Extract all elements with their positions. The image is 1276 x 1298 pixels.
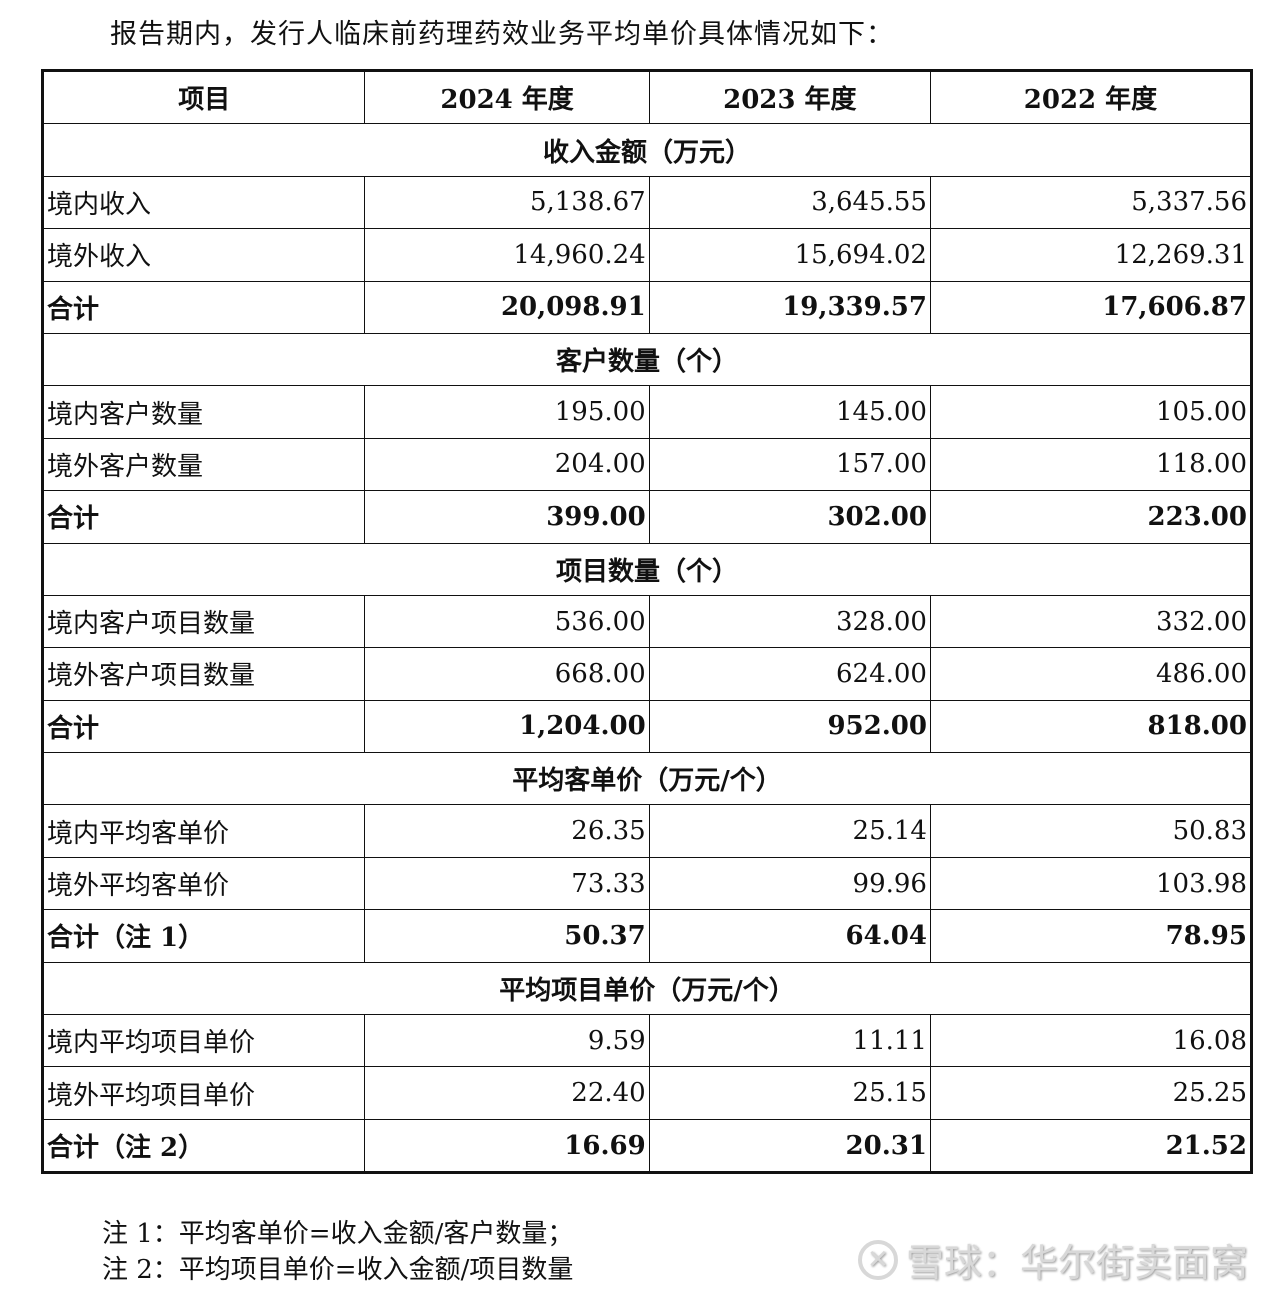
row-label: 合计（注 2） [41,1118,366,1174]
cell-value: 536.00 [364,594,650,649]
intro-text: 报告期内，发行人临床前药理药效业务平均单价具体情况如下： [110,19,894,50]
cell-value: 50.37 [364,909,650,963]
row-label: 境内平均客单价 [41,804,366,858]
row-label: 境外平均客单价 [41,856,366,911]
total-row: 合计 399.00 302.00 223.00 [41,490,1253,544]
cell-value: 328.00 [648,594,931,649]
cell-value: 118.00 [929,437,1253,492]
table-row: 境内客户数量 195.00 145.00 105.00 [41,385,1253,439]
row-label: 合计 [41,490,366,544]
total-row: 合计 1,204.00 952.00 818.00 [41,699,1253,754]
section-title: 平均客单价（万元/个） [42,752,1252,806]
cell-value: 78.95 [929,909,1253,963]
cell-value: 50.83 [929,804,1253,858]
cell-value: 16.08 [929,1014,1253,1068]
cell-value: 19,339.57 [648,280,931,334]
row-label: 境外平均项目单价 [41,1066,366,1120]
cell-value: 105.00 [929,385,1253,439]
table-body: 收入金额（万元） 境内收入 5,138.67 3,645.55 5,337.56 境外收入… [41,123,1253,1174]
section-header-row: 平均客单价（万元/个） [42,752,1252,806]
cell-value: 20.31 [648,1118,931,1174]
row-label: 合计 [41,280,366,334]
cell-value: 17,606.87 [929,280,1253,334]
row-label: 境内客户项目数量 [41,594,366,649]
cell-value: 16.69 [364,1118,650,1174]
watermark-text: 雪球：华尔街卖面窝 [906,1241,1249,1285]
row-label: 境内客户数量 [41,385,366,439]
cell-value: 157.00 [648,437,931,492]
table-row: 境内平均项目单价 9.59 11.11 16.08 [41,1014,1253,1068]
total-row: 合计 20,098.91 19,339.57 17,606.87 [41,280,1253,334]
cell-value: 223.00 [929,490,1253,544]
cell-value: 5,337.56 [929,175,1253,230]
cell-value: 26.35 [364,804,650,858]
cell-value: 14,960.24 [364,228,650,282]
cell-value: 25.14 [648,804,931,858]
section-title: 项目数量（个） [42,542,1252,596]
table-row: 境外客户项目数量 668.00 624.00 486.00 [41,647,1253,701]
cell-value: 25.15 [648,1066,931,1120]
row-label: 境内平均项目单价 [41,1014,366,1068]
row-label: 合计（注 1） [41,909,366,963]
cell-value: 624.00 [648,647,931,701]
cell-value: 9.59 [364,1014,650,1068]
table-row: 境内收入 5,138.67 3,645.55 5,337.56 [41,175,1253,230]
cell-value: 145.00 [648,385,931,439]
cell-value: 486.00 [929,647,1253,701]
row-label: 合计 [41,699,366,754]
watermark: ✕ 雪球：华尔街卖面窝 [858,1232,1248,1287]
cell-value: 302.00 [648,490,931,544]
cell-value: 668.00 [364,647,650,701]
total-row: 合计（注 1） 50.37 64.04 78.95 [41,909,1253,963]
cell-value: 21.52 [929,1118,1253,1174]
cell-value: 25.25 [929,1066,1253,1120]
table-row: 境外收入 14,960.24 15,694.02 12,269.31 [41,228,1253,282]
table-row: 境外客户数量 204.00 157.00 118.00 [41,437,1253,492]
header-2022: 2022 年度 [929,69,1253,125]
notes: 注 1：平均客单价=收入金额/客户数量； 注 2：平均项目单价=收入金额/项目数… [102,1216,573,1288]
row-label: 境外客户数量 [41,437,366,492]
header-row: 项目 2024 年度 2023 年度 2022 年度 [41,69,1253,125]
table-row: 境外平均客单价 73.33 99.96 103.98 [41,856,1253,911]
cell-value: 20,098.91 [364,280,650,334]
header-2024: 2024 年度 [364,69,650,125]
cell-value: 1,204.00 [364,699,650,754]
section-header-row: 平均项目单价（万元/个） [42,961,1252,1016]
header-2023: 2023 年度 [648,69,931,125]
cell-value: 64.04 [648,909,931,963]
section-header-row: 项目数量（个） [42,542,1252,596]
header-item: 项目 [41,69,366,125]
row-label: 境内收入 [41,175,366,230]
note-1: 注 1：平均客单价=收入金额/客户数量； [102,1219,574,1249]
cell-value: 22.40 [364,1066,650,1120]
cell-value: 5,138.67 [364,175,650,230]
table-row: 境内客户项目数量 536.00 328.00 332.00 [41,594,1253,649]
cell-value: 103.98 [929,856,1253,911]
cell-value: 15,694.02 [648,228,931,282]
cell-value: 195.00 [364,385,650,439]
cell-value: 99.96 [648,856,931,911]
total-row: 合计（注 2） 16.69 20.31 21.52 [41,1118,1253,1174]
cell-value: 399.00 [364,490,650,544]
cell-value: 12,269.31 [929,228,1253,282]
section-title: 平均项目单价（万元/个） [42,961,1252,1016]
xueqiu-logo-icon: ✕ [858,1239,898,1280]
cell-value: 3,645.55 [648,175,931,230]
section-title: 客户数量（个） [42,332,1252,387]
cell-value: 952.00 [648,699,931,754]
row-label: 境外收入 [41,228,366,282]
row-label: 境外客户项目数量 [41,647,366,701]
table-row: 境外平均项目单价 22.40 25.15 25.25 [41,1066,1253,1120]
section-title: 收入金额（万元） [42,123,1252,177]
note-2: 注 2：平均项目单价=收入金额/项目数量 [102,1255,574,1285]
table-row: 境内平均客单价 26.35 25.14 50.83 [41,804,1253,858]
cell-value: 11.11 [648,1014,931,1068]
cell-value: 332.00 [929,594,1253,649]
section-header-row: 客户数量（个） [42,332,1252,387]
price-table: 项目 2024 年度 2023 年度 2022 年度 收入金额（万元） 境内收入 5… [41,69,1253,1175]
cell-value: 73.33 [364,856,650,911]
cell-value: 818.00 [929,699,1253,754]
cell-value: 204.00 [364,437,650,492]
section-header-row: 收入金额（万元） [42,123,1252,177]
